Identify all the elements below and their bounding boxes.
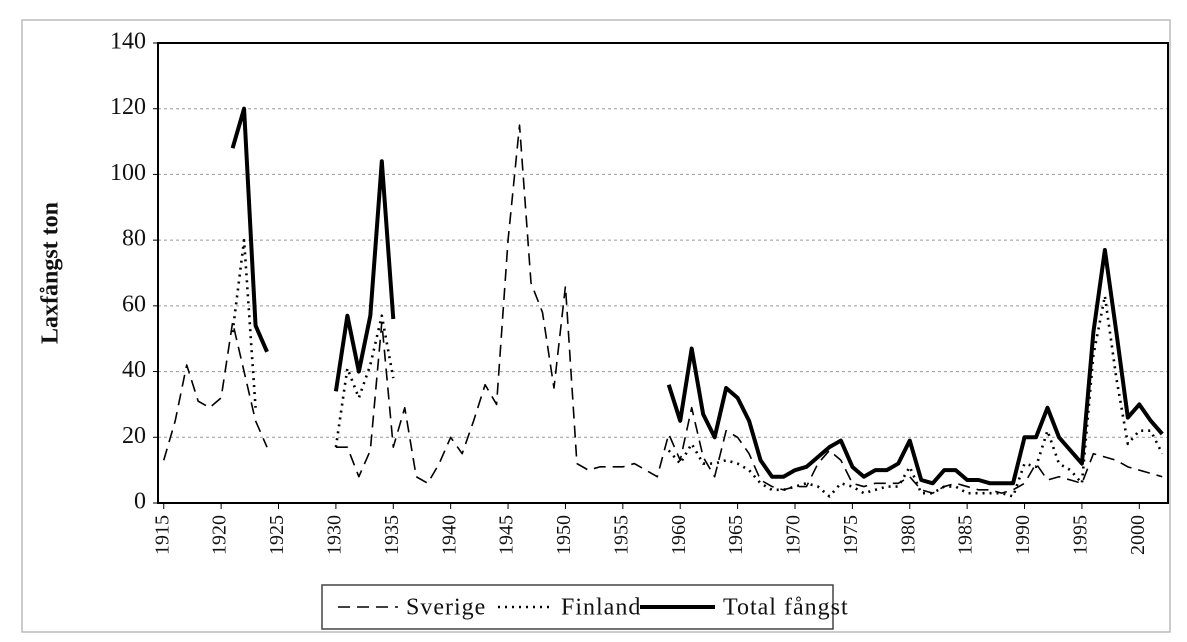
x-tick-label: 1975 [840,515,862,555]
x-tick-label: 1980 [897,515,919,555]
x-tick-label: 1945 [496,515,518,555]
y-tick-label: 100 [110,160,146,186]
x-tick-label: 1985 [955,515,977,555]
x-tick-label: 1995 [1070,515,1092,555]
x-tick-label: 1990 [1012,515,1034,555]
y-tick-label: 120 [110,94,146,120]
x-tick-label: 1955 [610,515,632,555]
x-tick-label: 1940 [438,515,460,555]
x-tick-label: 1950 [553,515,575,555]
series-line [230,106,269,353]
y-tick-label: 140 [110,29,146,55]
y-tick-label: 20 [122,423,146,449]
series-line [666,248,1164,486]
y-tick-label: 0 [134,489,146,515]
y-axis-label: Laxfångst ton [38,202,64,344]
x-tick-label: 1925 [266,515,288,555]
legend-label: Finland [561,595,641,621]
y-tick-label: 40 [122,357,146,383]
x-tick-label: 1970 [783,515,805,555]
y-tick-label: 80 [122,226,146,252]
legend-label: Total fångst [723,595,849,621]
y-tick-label: 60 [122,291,146,317]
legend-box [321,584,834,630]
x-tick-label: 1930 [323,515,345,555]
legend-label: Sverige [406,595,486,621]
series-line [162,321,268,461]
x-tick-label: 1920 [209,515,231,555]
x-tick-label: 2000 [1127,515,1149,555]
series-line [231,238,257,408]
x-tick-label: 1915 [151,515,173,555]
plot-frame [157,42,1169,504]
x-tick-label: 1960 [668,515,690,555]
chart-frame [21,19,1171,633]
series-line [333,159,396,392]
x-tick-label: 1965 [725,515,747,555]
x-tick-label: 1935 [381,515,403,555]
series-line [335,124,1163,494]
